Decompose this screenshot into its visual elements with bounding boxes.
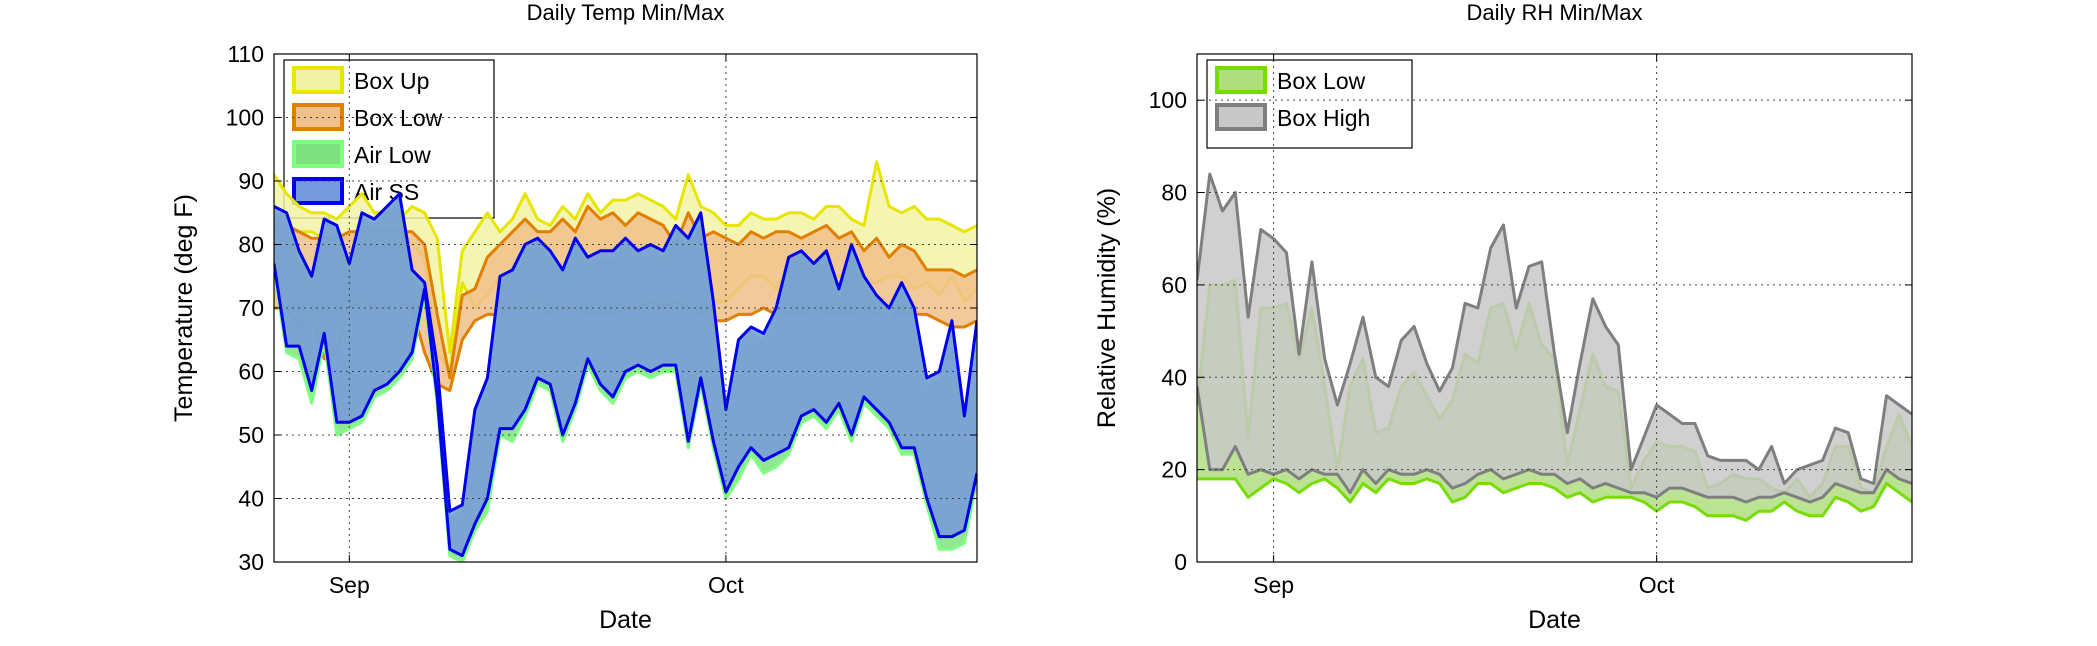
y-tick-label: 80 — [238, 232, 264, 258]
y-tick-label: 20 — [1161, 457, 1187, 483]
legend-swatch — [292, 140, 344, 168]
y-tick-label: 60 — [1161, 272, 1187, 298]
chart-title: Daily RH Min/Max — [1466, 0, 1642, 25]
legend-label: Air Low — [354, 142, 431, 168]
plot-area — [274, 160, 977, 562]
y-tick-label: 30 — [238, 549, 264, 575]
legend-swatch — [292, 66, 344, 94]
legend-label: Box Low — [1277, 68, 1366, 94]
grid — [1197, 54, 1912, 562]
y-tick-label: 100 — [1149, 87, 1187, 113]
series-line-min — [274, 269, 977, 562]
y-tick-label: 70 — [238, 295, 264, 321]
y-tick-label: 0 — [1174, 549, 1187, 575]
legend-swatch — [1215, 66, 1267, 94]
y-axis-label: Temperature (deg F) — [170, 194, 198, 422]
x-tick-label: Sep — [1253, 572, 1294, 598]
legend-swatch — [292, 177, 344, 205]
chart-title: Daily Temp Min/Max — [527, 0, 725, 25]
y-tick-label: 90 — [238, 168, 264, 194]
y-tick-label: 40 — [238, 486, 264, 512]
grid — [274, 54, 977, 562]
y-tick-label: 50 — [238, 422, 264, 448]
series-line-max — [1197, 172, 1912, 485]
x-axis-label: Date — [599, 606, 652, 634]
legend-label: Box Up — [354, 68, 429, 94]
axes-box — [1196, 53, 1913, 563]
y-tick-label: 60 — [238, 359, 264, 385]
x-axis-label: Date — [1528, 606, 1581, 634]
plot-area — [1197, 172, 1912, 522]
y-tick-label: 80 — [1161, 180, 1187, 206]
y-axis-label: Relative Humidity (%) — [1093, 188, 1121, 428]
y-tick-label: 110 — [227, 41, 264, 67]
x-tick-label: Sep — [329, 572, 370, 598]
y-tick-label: 100 — [226, 105, 264, 131]
series-line-max — [274, 192, 977, 513]
temperature-chart: Daily Temp Min/Max Date Temperature (deg… — [170, 0, 978, 634]
legend: Box Low Box High — [1206, 59, 1413, 149]
series-band — [274, 193, 977, 556]
legend-swatch — [1215, 103, 1267, 131]
humidity-chart: Daily RH Min/Max Date Relative Humidity … — [1093, 0, 1913, 634]
legend-label: Box High — [1277, 105, 1370, 131]
series-band — [1197, 174, 1912, 502]
y-tick-label: 40 — [1161, 364, 1187, 390]
x-tick-label: Oct — [708, 572, 744, 598]
series-line-min — [1197, 477, 1912, 522]
series-line-min — [1197, 386, 1912, 504]
legend-label: Box Low — [354, 105, 443, 131]
series-line-min — [274, 263, 977, 558]
x-tick-label: Oct — [1639, 572, 1675, 598]
